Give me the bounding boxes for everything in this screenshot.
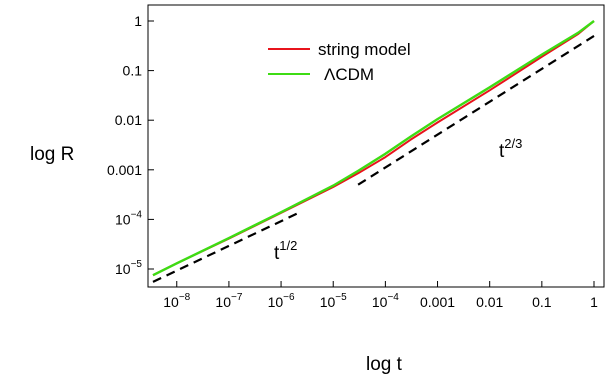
x-tick-label: 10−4 xyxy=(372,292,399,310)
x-tick-label: 0.001 xyxy=(420,294,455,310)
legend-label-string-model: string model xyxy=(318,40,411,59)
x-tick-label-base: 10 xyxy=(163,294,179,310)
reference-line-t-two-thirds xyxy=(357,35,595,186)
legend-label-lcdm: ΛCDM xyxy=(324,65,374,84)
x-axis-ticks: 10−8 10−7 10−6 10−5 10−4 0.001 0.01 0.1 1 xyxy=(163,281,598,310)
x-tick-label-base: 10 xyxy=(320,294,336,310)
x-tick-label: 10−6 xyxy=(268,292,295,310)
series-line-string-model xyxy=(152,20,595,277)
annotation-t-two-thirds-base: t xyxy=(499,141,505,162)
y-tick-label-base: 1 xyxy=(134,13,142,29)
legend: string model ΛCDM xyxy=(268,40,411,84)
annotation-t-two-thirds: t2/3 xyxy=(499,136,522,162)
x-tick-label-exponent: −6 xyxy=(283,292,295,303)
x-tick-label-base: 10 xyxy=(215,294,231,310)
x-tick-label-exponent: −8 xyxy=(179,292,191,303)
x-axis-label: log t xyxy=(366,354,403,375)
y-tick-label-base: 10 xyxy=(115,261,131,277)
x-tick-label-base: 1 xyxy=(590,294,598,310)
y-tick-label-exponent: −5 xyxy=(131,259,143,270)
y-tick-label: 10−4 xyxy=(115,209,142,227)
x-tick-label: 1 xyxy=(590,294,598,310)
annotation-t-half: t1/2 xyxy=(274,238,297,264)
x-tick-label-base: 10 xyxy=(268,294,284,310)
series-line-lcdm xyxy=(152,20,595,277)
y-tick-label-exponent: −4 xyxy=(131,209,143,220)
y-tick-label: 0.01 xyxy=(115,112,142,128)
y-axis-label: log R xyxy=(30,144,74,165)
y-tick-label-base: 0.01 xyxy=(115,112,142,128)
x-tick-label-base: 10 xyxy=(372,294,388,310)
plot-area-border xyxy=(147,4,605,288)
x-tick-label-base: 0.01 xyxy=(476,294,503,310)
x-tick-label: 0.1 xyxy=(532,294,552,310)
y-tick-label: 0.1 xyxy=(123,63,143,79)
x-tick-label-exponent: −7 xyxy=(231,292,243,303)
x-tick-label: 10−7 xyxy=(215,292,242,310)
y-tick-label-base: 0.001 xyxy=(107,162,142,178)
reference-lines xyxy=(152,35,595,283)
x-tick-label-base: 0.001 xyxy=(420,294,455,310)
x-tick-label-base: 0.1 xyxy=(532,294,552,310)
series-layer xyxy=(152,20,595,277)
y-tick-label-base: 10 xyxy=(115,211,131,227)
y-tick-label-base: 0.1 xyxy=(123,63,143,79)
y-tick-label: 1 xyxy=(134,13,142,29)
reference-line-t-half xyxy=(152,212,298,283)
annotation-t-half-base: t xyxy=(274,243,280,264)
plot-frame xyxy=(147,4,605,288)
x-tick-label: 10−8 xyxy=(163,292,190,310)
x-tick-label-exponent: −5 xyxy=(335,292,347,303)
x-tick-label-exponent: −4 xyxy=(387,292,399,303)
annotation-t-half-exponent: 1/2 xyxy=(279,238,297,253)
x-tick-label: 10−5 xyxy=(320,292,347,310)
x-tick-label: 0.01 xyxy=(476,294,503,310)
annotation-t-two-thirds-exponent: 2/3 xyxy=(504,136,522,151)
y-tick-label: 10−5 xyxy=(115,259,142,277)
y-tick-label: 0.001 xyxy=(107,162,142,178)
